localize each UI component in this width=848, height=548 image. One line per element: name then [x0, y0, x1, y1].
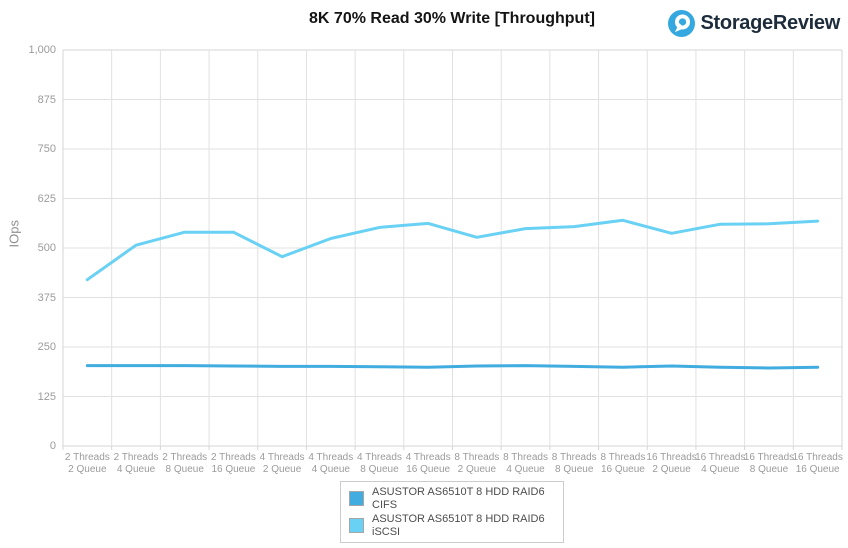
y-tick-label: 125	[37, 390, 56, 403]
y-tick-label: 750	[37, 143, 56, 155]
x-tick-label: 8 Threads 8 Queue	[551, 452, 597, 475]
storagereview-logo-text: StorageReview	[700, 12, 841, 34]
legend-entry: ASUSTOR AS6510T 8 HDD RAID6 iSCSI	[349, 513, 554, 538]
legend-swatch	[349, 491, 364, 506]
x-tick-label: 2 Threads 2 Queue	[64, 452, 110, 475]
x-tick-label: 16 Threads 16 Queue	[792, 452, 843, 475]
chart-legend: ASUSTOR AS6510T 8 HDD RAID6 CIFS ASUSTOR …	[340, 481, 564, 543]
series-line	[85, 364, 820, 370]
x-tick-label: 8 Threads 4 Queue	[503, 452, 548, 475]
legend-label: ASUSTOR AS6510T 8 HDD RAID6 iSCSI	[372, 513, 545, 538]
y-tick-label: 0	[49, 440, 56, 452]
x-tick-label: 8 Threads 16 Queue	[600, 452, 646, 475]
x-tick-label: 2 Threads 8 Queue	[162, 452, 208, 475]
legend-entry: ASUSTOR AS6510T 8 HDD RAID6 CIFS	[349, 486, 554, 511]
x-tick-label: 8 Threads 2 Queue	[454, 452, 500, 475]
y-tick-label: 625	[37, 192, 56, 205]
x-tick-label: 2 Threads 4 Queue	[113, 452, 159, 475]
y-tick-label: 250	[37, 341, 56, 353]
y-tick-label: 875	[37, 93, 56, 106]
y-tick-label: 1,000	[28, 44, 56, 56]
legend-swatch	[349, 518, 364, 533]
series-line	[85, 218, 820, 282]
chart-title: 8K 70% Read 30% Write [Throughput]	[309, 10, 595, 27]
x-tick-label: 4 Threads 4 Queue	[308, 452, 354, 475]
storagereview-logo: StorageReview	[667, 10, 841, 37]
storagereview-logo-icon	[667, 10, 695, 37]
x-tick-label: 4 Threads 2 Queue	[259, 452, 305, 475]
x-tick-label: 2 Threads 16 Queue	[210, 452, 256, 475]
y-tick-label: 500	[37, 242, 56, 254]
x-tick-label: 16 Threads 2 Queue	[646, 452, 697, 475]
x-tick-label: 16 Threads 4 Queue	[695, 452, 746, 475]
legend-label: ASUSTOR AS6510T 8 HDD RAID6 CIFS	[372, 486, 545, 511]
x-tick-label: 4 Threads 8 Queue	[357, 452, 402, 475]
y-tick-label: 375	[37, 291, 56, 304]
x-tick-label: 16 Threads 8 Queue	[743, 452, 795, 475]
x-tick-label: 4 Threads 16 Queue	[405, 452, 451, 475]
